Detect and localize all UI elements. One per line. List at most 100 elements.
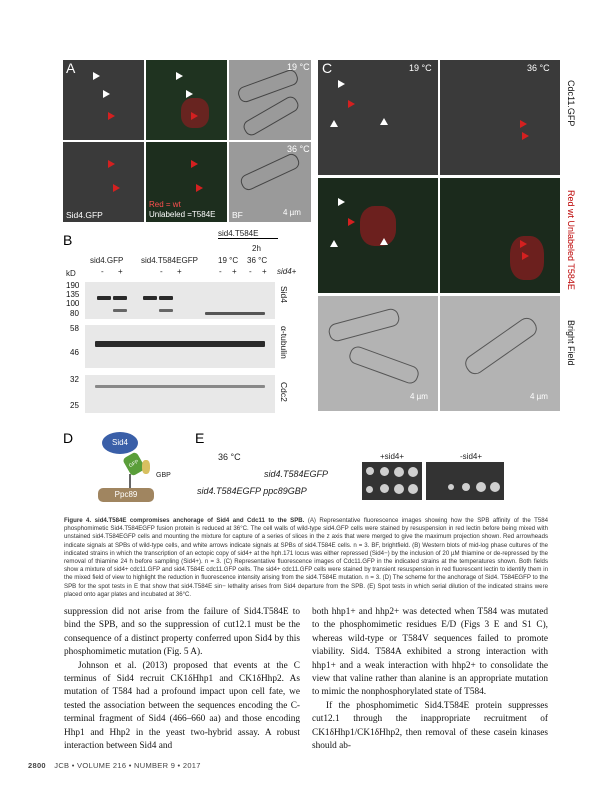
- white-arrowhead-icon: [338, 198, 345, 206]
- panel-e-temp: 36 °C: [218, 452, 241, 462]
- kd-marker: 58: [70, 324, 79, 333]
- blot-band: [97, 296, 111, 300]
- red-arrowhead-icon: [520, 120, 527, 128]
- group-divider: [218, 238, 278, 239]
- yeast-spot: [408, 484, 418, 494]
- white-arrowhead-icon: [380, 118, 388, 125]
- red-cell: [360, 206, 396, 246]
- panel-a-sid4-gfp-19c: [63, 60, 144, 140]
- plate-plus-sid4: +sid4+: [380, 452, 405, 461]
- lane-sign: -: [160, 267, 163, 276]
- yeast-spot: [380, 484, 389, 493]
- paragraph: suppression did not arise from the failu…: [64, 607, 300, 658]
- lane-sign: -: [101, 267, 104, 276]
- yeast-spot: [448, 484, 454, 490]
- kd-marker: 100: [66, 299, 80, 308]
- temp-36c-label: 36 °C: [247, 256, 268, 265]
- blot-band: [159, 309, 173, 312]
- white-arrowhead-icon: [330, 120, 338, 127]
- lane-sign: +: [177, 267, 182, 276]
- blot-label-cdc2: Cdc2: [279, 382, 289, 402]
- red-arrowhead-icon: [348, 218, 355, 226]
- page-number: 2800: [28, 761, 46, 770]
- journal-info: JCB • VOLUME 216 • NUMBER 9 • 2017: [54, 761, 201, 770]
- panel-letter-d: D: [63, 430, 74, 446]
- ppc89-shape: Ppc89: [98, 488, 154, 502]
- label-unlabeled-t584e: Unlabeled =T584E: [149, 210, 216, 219]
- red-arrowhead-icon: [522, 252, 529, 260]
- temp-19c: 19 °C: [409, 63, 432, 73]
- row-label-red-wt-unlabeled: Red wt Unlabeled T584E: [566, 190, 576, 290]
- red-arrowhead-icon: [108, 112, 115, 120]
- white-arrowhead-icon: [176, 72, 183, 80]
- label-bf: BF: [232, 210, 243, 220]
- red-arrowhead-icon: [108, 160, 115, 168]
- paragraph: If the phosphomimetic Sid4.T584E protein…: [312, 700, 548, 752]
- kd-marker: 32: [70, 375, 79, 384]
- text-column-right: both hhp1+ and hhp2+ was detected when T…: [312, 606, 548, 753]
- group-top-label: sid4.T584E: [218, 229, 259, 238]
- panel-a-merge-36c: Red = wt Unlabeled =T584E: [146, 142, 227, 222]
- white-arrowhead-icon: [338, 80, 345, 88]
- kd-marker: 46: [70, 348, 79, 357]
- lane-sign: +: [118, 267, 123, 276]
- panel-letter-c: C: [322, 60, 333, 76]
- panel-c-gfp-36c: [440, 60, 560, 175]
- kd-label: kD: [66, 269, 76, 278]
- blot-band: [113, 296, 127, 300]
- caption-title: sid4.T584E compromises anchorage of Sid4…: [94, 517, 305, 524]
- yeast-spot: [408, 467, 418, 477]
- temp-36c: 36 °C: [527, 63, 550, 73]
- kd-marker: 25: [70, 401, 79, 410]
- blot-tubulin: [85, 325, 275, 368]
- white-arrowhead-icon: [380, 238, 388, 245]
- strain-sid4-t584egfp: sid4.T584EGFP: [264, 469, 329, 479]
- plate-minus-sid4: -sid4+: [460, 452, 483, 461]
- yeast-spot: [366, 486, 373, 493]
- strain-sid4-t584egfp-ppc89gbp: sid4.T584EGFP ppc89GBP: [197, 486, 307, 496]
- cell-outline: [461, 314, 541, 378]
- cell-outline: [347, 344, 421, 386]
- sid4-shape: Sid4: [102, 432, 138, 454]
- lane-sign: +: [232, 267, 237, 276]
- text-column-left: suppression did not arise from the failu…: [64, 606, 300, 753]
- blot-label-sid4: Sid4: [279, 286, 289, 304]
- yeast-spot: [380, 467, 389, 476]
- cell-outline: [238, 151, 302, 193]
- panel-letter-a: A: [66, 60, 76, 76]
- blot-band: [113, 309, 127, 312]
- panel-c-merge-19c: [318, 178, 438, 293]
- row-label-bright-field: Bright Field: [566, 320, 576, 366]
- cell-outline: [326, 306, 402, 344]
- red-arrowhead-icon: [522, 132, 529, 140]
- blot-label-tubulin: α-tubulin: [279, 326, 289, 359]
- blot-band: [205, 312, 265, 315]
- gbp-shape: [142, 460, 150, 474]
- temp-19c: 19 °C: [287, 62, 310, 72]
- kd-marker: 190: [66, 281, 80, 290]
- panel-c-bf-19c: 4 µm: [318, 296, 438, 411]
- panel-a-merge-19c: [146, 60, 227, 140]
- gbp-label: GBP: [156, 472, 171, 479]
- red-arrowhead-icon: [348, 100, 355, 108]
- white-arrowhead-icon: [330, 240, 338, 247]
- red-arrowhead-icon: [520, 240, 527, 248]
- panel-a-bf-19c: [229, 60, 311, 140]
- yeast-spot: [462, 483, 470, 491]
- white-arrowhead-icon: [103, 90, 110, 98]
- paragraph: Johnson et al. (2013) proposed that even…: [64, 660, 300, 752]
- label-sid4-gfp: Sid4.GFP: [66, 210, 103, 220]
- panel-a-sid4-gfp-36c: Sid4.GFP: [63, 142, 144, 222]
- lane-sign: -: [219, 267, 222, 276]
- paragraph: both hhp1+ and hhp2+ was detected when T…: [312, 607, 548, 698]
- panel-c-bf-36c: 4 µm: [440, 296, 560, 411]
- yeast-spot: [476, 482, 486, 492]
- blot-band: [159, 296, 173, 300]
- group-sid4-t584egfp: sid4.T584EGFP: [141, 256, 198, 265]
- temp-36c: 36 °C: [287, 144, 310, 154]
- white-arrowhead-icon: [93, 72, 100, 80]
- group-sid4-gfp: sid4.GFP: [90, 256, 124, 265]
- group-2h-label: 2h: [252, 244, 261, 253]
- blot-band: [95, 341, 265, 347]
- red-arrowhead-icon: [113, 184, 120, 192]
